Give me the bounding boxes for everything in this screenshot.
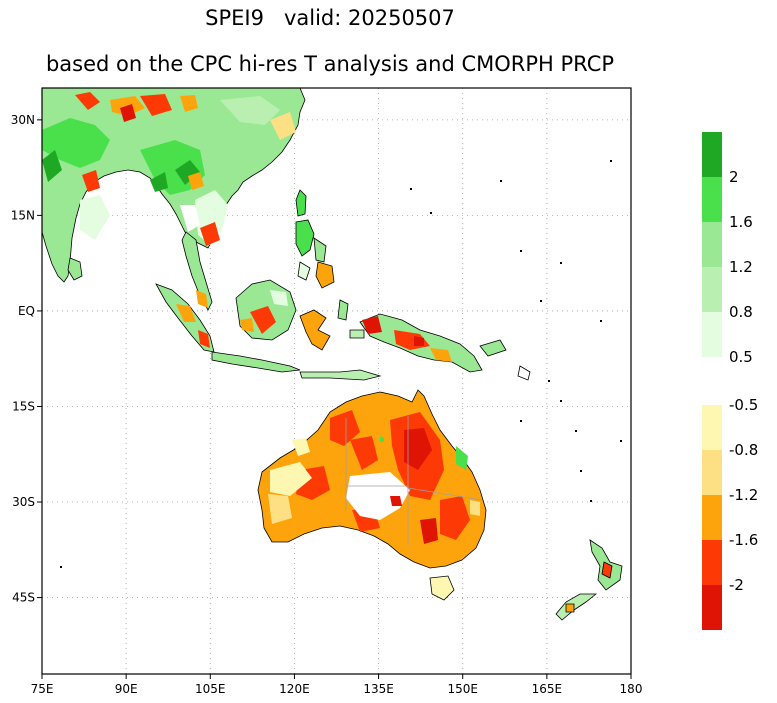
- legend-swatch: [702, 450, 722, 495]
- legend-label: -0.8: [729, 441, 758, 459]
- map-area: [42, 88, 631, 674]
- legend-swatch: [702, 222, 722, 267]
- legend-label: -2: [729, 576, 744, 594]
- y-axis: 30N 15N EQ 15S 30S 45S: [11, 113, 42, 605]
- legend-label: 0.8: [729, 303, 753, 321]
- legend-label: -1.6: [729, 531, 758, 549]
- philippines: [295, 219, 335, 289]
- legend-swatch: [702, 177, 722, 222]
- x-tick-label: 150E: [447, 682, 478, 696]
- legend-label: -1.2: [729, 486, 758, 504]
- legend-swatch: [702, 585, 722, 630]
- legend-label: 1.2: [729, 258, 753, 276]
- sri-lanka: [67, 257, 83, 281]
- x-axis: 75E 90E 105E 120E 135E 150E 165E 180: [31, 674, 643, 696]
- x-tick-label: 105E: [195, 682, 226, 696]
- legend-swatch: [702, 312, 722, 357]
- lat-lon-grid: [42, 88, 631, 674]
- australia: [257, 389, 487, 569]
- map-title: SPEI9 valid: 20250507: [205, 6, 455, 30]
- sulawesi: [299, 309, 331, 351]
- legend-label: -0.5: [729, 396, 758, 414]
- y-tick-label: 15N: [11, 208, 35, 222]
- pacific-islands: [60, 160, 622, 568]
- legend-swatch: [702, 540, 722, 585]
- y-tick-label: 45S: [12, 591, 35, 605]
- x-tick-label: 120E: [279, 682, 310, 696]
- legend-label: 2: [729, 168, 739, 186]
- map-subtitle: based on the CPC hi-res T analysis and C…: [45, 52, 615, 76]
- asia-mainland: [42, 88, 306, 311]
- y-tick-label: 15S: [12, 399, 35, 413]
- y-tick-label: 30S: [12, 495, 35, 509]
- legend-swatch: [702, 132, 722, 177]
- x-tick-label: 180: [620, 682, 643, 696]
- x-tick-label: 135E: [363, 682, 394, 696]
- color-legend: 2 1.6 1.2 0.8 0.5 -0.5 -0.8 -1.2 -1.6 -2: [702, 132, 758, 630]
- legend-label: 1.6: [729, 213, 753, 231]
- java: [211, 351, 301, 373]
- new-zealand: [555, 539, 623, 621]
- x-tick-label: 165E: [532, 682, 563, 696]
- legend-label: 0.5: [729, 348, 753, 366]
- y-tick-label: 30N: [11, 113, 35, 127]
- taiwan: [295, 189, 307, 217]
- y-tick-label: EQ: [18, 304, 35, 318]
- legend-swatch: [702, 405, 722, 450]
- legend-swatch: [702, 267, 722, 312]
- x-tick-label: 75E: [31, 682, 54, 696]
- legend-swatch: [702, 495, 722, 540]
- x-tick-label: 90E: [115, 682, 138, 696]
- tasmania: [429, 575, 455, 601]
- map-frame: [41, 87, 632, 675]
